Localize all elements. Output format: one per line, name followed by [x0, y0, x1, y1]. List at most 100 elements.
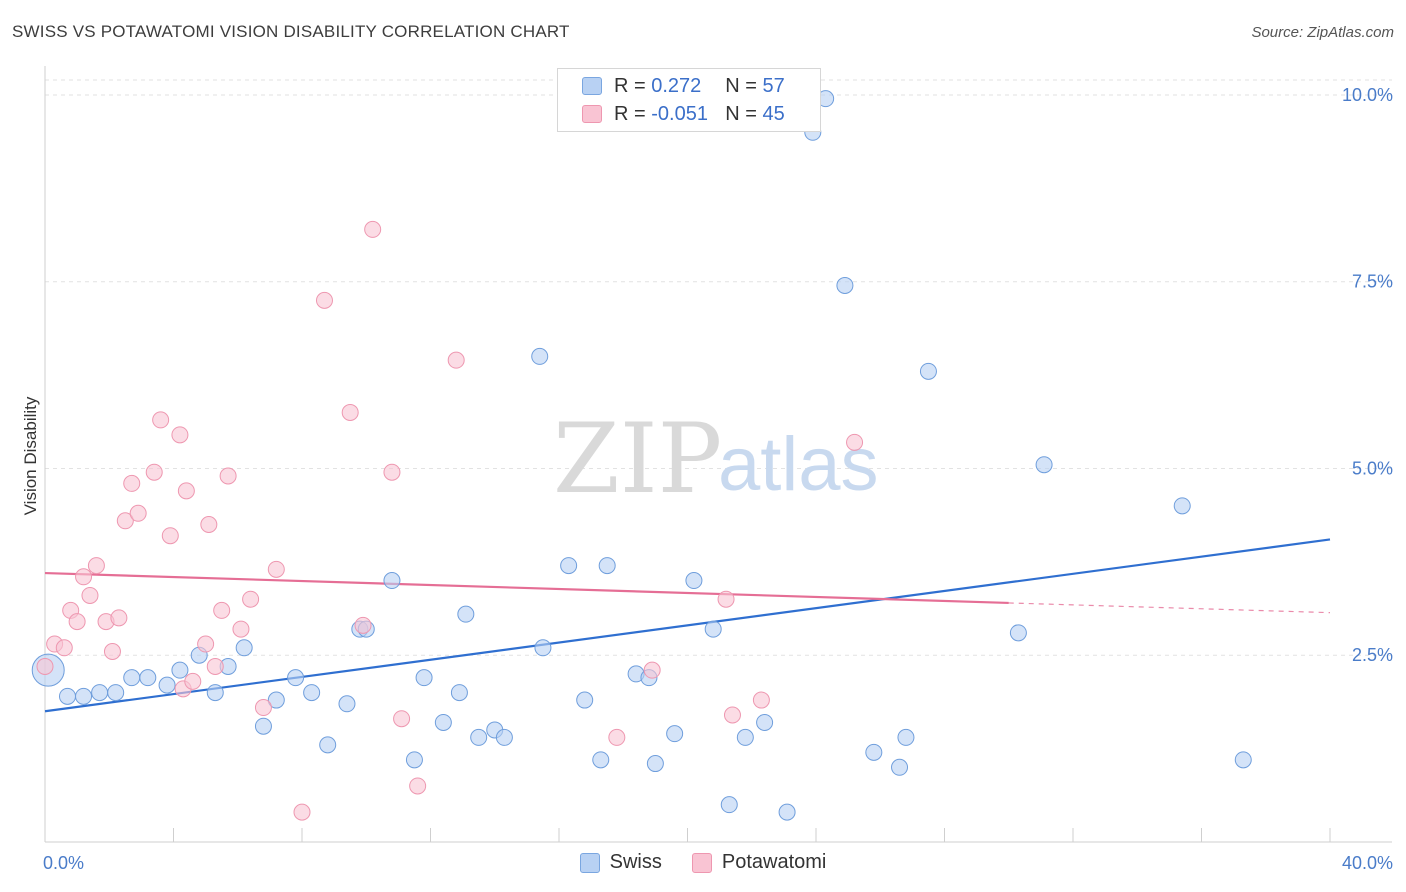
point-swiss [495, 728, 513, 746]
trend-line-potawatomi [44, 571, 1009, 605]
point-potawatomi [161, 527, 179, 545]
point-potawatomi [341, 403, 359, 421]
axes [44, 66, 1392, 843]
point-swiss [383, 572, 401, 590]
point-potawatomi [267, 560, 285, 578]
legend-r-label: R = [614, 102, 652, 125]
point-swiss [107, 684, 125, 702]
point-potawatomi [81, 586, 99, 604]
stats-legend: R = 0.272 N = 57 R = -0.051 N = 45 [557, 68, 821, 132]
point-swiss [235, 639, 253, 657]
watermark-zip: ZIP [553, 403, 722, 515]
x-tick-label: 0.0% [43, 853, 84, 873]
y-tick-label: 5.0% [1352, 458, 1393, 478]
point-potawatomi [197, 635, 215, 653]
point-potawatomi [184, 672, 202, 690]
point-swiss [897, 728, 915, 746]
legend-item-swiss[interactable]: Swiss [579, 851, 662, 874]
point-swiss [303, 684, 321, 702]
point-potawatomi [103, 643, 121, 660]
legend-n-value: 57 [762, 74, 785, 97]
point-swiss [756, 713, 774, 731]
point-potawatomi [232, 620, 250, 638]
point-swiss [91, 684, 109, 702]
point-potawatomi [717, 590, 735, 608]
point-potawatomi [315, 291, 333, 309]
point-swiss [891, 758, 909, 776]
legend-label-swiss: Swiss [609, 851, 662, 873]
legend-swatch-swiss [582, 77, 602, 95]
point-swiss [58, 687, 76, 705]
point-swiss [736, 728, 754, 746]
legend-item-potawatomi[interactable]: Potawatomi [691, 851, 826, 874]
point-swiss [319, 736, 337, 754]
point-potawatomi [364, 220, 382, 238]
point-swiss [405, 751, 423, 769]
point-potawatomi [219, 467, 237, 485]
point-swiss [534, 639, 552, 657]
point-potawatomi [75, 568, 93, 586]
point-swiss [1009, 624, 1027, 642]
point-potawatomi [145, 463, 163, 481]
point-swiss [836, 276, 854, 294]
point-swiss [1035, 456, 1053, 474]
chart-source: Source: ZipAtlas.com [1251, 24, 1394, 41]
point-potawatomi [68, 613, 86, 631]
point-swiss [1234, 751, 1252, 769]
point-swiss [592, 751, 610, 769]
legend-swatch-swiss [579, 852, 600, 873]
point-swiss [704, 620, 722, 638]
point-potawatomi [206, 657, 224, 675]
point-swiss [685, 572, 703, 590]
point-swiss [434, 713, 452, 731]
point-potawatomi [643, 661, 661, 679]
legend-swatch-potawatomi [582, 105, 602, 123]
point-swiss [470, 728, 488, 746]
point-swiss [1173, 497, 1191, 515]
legend-row-potawatomi: R = -0.051 N = 45 [582, 101, 785, 127]
point-potawatomi [55, 639, 73, 657]
legend-r-label: R = [614, 74, 652, 97]
point-swiss [450, 684, 468, 702]
point-potawatomi [409, 777, 427, 795]
point-potawatomi [129, 504, 147, 522]
point-swiss [287, 669, 305, 687]
legend-r-value: -0.051 [651, 102, 708, 125]
point-potawatomi [200, 516, 218, 533]
point-swiss [171, 661, 189, 679]
point-swiss [415, 669, 433, 687]
point-potawatomi [87, 557, 105, 575]
point-swiss [666, 725, 684, 743]
point-potawatomi [171, 426, 189, 444]
point-swiss [206, 684, 224, 702]
point-potawatomi [752, 691, 770, 709]
point-swiss [267, 691, 285, 709]
point-potawatomi [177, 482, 195, 500]
point-potawatomi [152, 411, 170, 429]
point-swiss [865, 743, 883, 761]
x-tick-label: 40.0% [1342, 853, 1393, 873]
point-potawatomi [293, 803, 311, 821]
data-points [31, 90, 1252, 821]
point-potawatomi [116, 512, 134, 530]
point-swiss [139, 669, 157, 687]
point-potawatomi [110, 609, 128, 627]
legend-r-value: 0.272 [651, 74, 702, 97]
point-swiss [646, 755, 664, 773]
point-swiss [531, 347, 549, 365]
point-swiss [123, 669, 141, 687]
point-potawatomi [846, 433, 864, 451]
point-potawatomi [608, 728, 626, 746]
point-swiss [576, 691, 594, 709]
point-potawatomi [354, 616, 372, 634]
legend-row-swiss: R = 0.272 N = 57 [582, 73, 785, 99]
point-potawatomi [447, 351, 465, 369]
point-potawatomi [213, 601, 231, 619]
legend-n-label: N = [725, 74, 763, 97]
point-potawatomi [123, 474, 141, 492]
chart-title: SWISS VS POTAWATOMI VISION DISABILITY CO… [12, 22, 570, 41]
grid-lines [45, 79, 1392, 656]
legend-n-value: 45 [762, 102, 785, 125]
y-tick-label: 7.5% [1352, 272, 1393, 292]
